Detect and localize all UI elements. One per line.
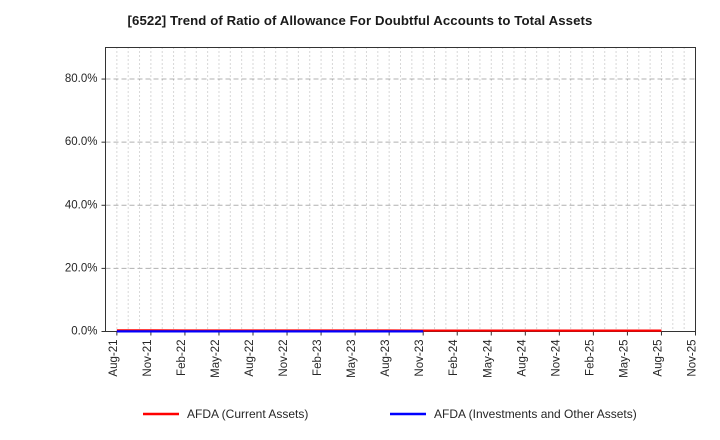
x-tick-label: Aug-21 <box>108 340 120 377</box>
x-tick-label: May-24 <box>482 339 494 378</box>
y-tick-label: 20.0% <box>65 262 98 274</box>
x-tick-label: May-23 <box>346 340 358 378</box>
legend-label: AFDA (Current Assets) <box>187 407 308 421</box>
y-tick-label: 0.0% <box>71 326 97 338</box>
x-axis: Aug-21 Nov-21 Feb-22 May-22 Aug-22 Nov-22 Feb-… <box>108 331 699 378</box>
x-tick-label: Aug-23 <box>380 340 392 377</box>
x-tick-label: Feb-22 <box>176 340 188 376</box>
x-tick-label: Feb-24 <box>448 339 460 376</box>
chart-title: [6522] Trend of Ratio of Allowance For D… <box>127 13 593 28</box>
x-tick-label: Feb-25 <box>584 340 596 376</box>
y-tick-label: 80.0% <box>65 73 98 85</box>
x-tick-label: Nov-21 <box>142 340 154 377</box>
x-tick-label: May-22 <box>210 340 222 378</box>
y-tick-label: 40.0% <box>65 199 98 211</box>
x-tick-label: May-25 <box>618 340 630 378</box>
x-tick-label: Nov-22 <box>278 340 290 377</box>
vertical-gridlines <box>116 47 685 332</box>
y-axis: 0.0% 20.0% 40.0% 60.0% 80.0% <box>65 73 106 338</box>
x-tick-label: Nov-23 <box>414 340 426 377</box>
legend-label: AFDA (Investments and Other Assets) <box>434 407 637 421</box>
plot-frame <box>105 47 696 332</box>
x-tick-label: Aug-22 <box>244 340 256 377</box>
x-tick-label: Feb-23 <box>312 340 324 376</box>
x-tick-label: Nov-24 <box>550 339 562 377</box>
data-series-layer <box>116 329 662 333</box>
x-tick-label: Aug-24 <box>516 339 528 377</box>
y-tick-label: 60.0% <box>65 136 98 148</box>
chart-legend: AFDA (Current Assets) AFDA (Investments a… <box>143 407 637 421</box>
x-tick-label: Nov-25 <box>687 340 699 377</box>
x-tick-label: Aug-25 <box>652 340 664 377</box>
horizontal-gridlines <box>105 78 696 269</box>
